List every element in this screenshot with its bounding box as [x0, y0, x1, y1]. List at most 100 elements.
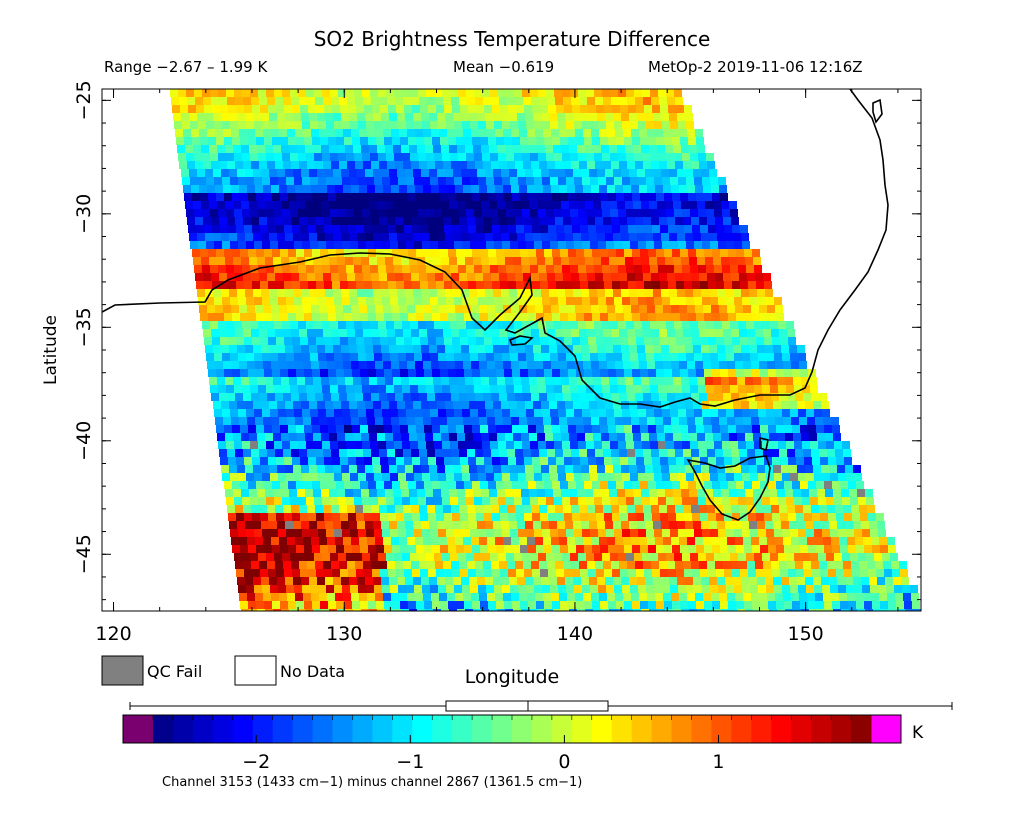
- swath-pixel: [630, 529, 638, 537]
- swath-pixel: [484, 569, 492, 577]
- swath-pixel: [407, 537, 415, 545]
- swath-pixel: [336, 425, 344, 433]
- swath-pixel: [493, 401, 501, 409]
- swath-pixel: [336, 481, 344, 489]
- swath-pixel: [224, 481, 232, 489]
- swath-pixel: [519, 361, 527, 369]
- swath-pixel: [710, 297, 718, 305]
- swath-pixel: [496, 601, 504, 609]
- swath-pixel: [257, 257, 265, 265]
- swath-pixel: [538, 89, 546, 97]
- swath-pixel: [310, 473, 318, 481]
- swath-pixel: [853, 521, 861, 529]
- swath-pixel: [402, 553, 410, 561]
- swath-pixel: [303, 361, 311, 369]
- swath-pixel: [472, 137, 480, 145]
- swath-pixel: [266, 497, 274, 505]
- swath-pixel: [786, 441, 794, 449]
- swath-pixel: [266, 89, 274, 97]
- swath-pixel: [364, 569, 372, 577]
- swath-pixel: [371, 217, 379, 225]
- swath-pixel: [418, 209, 426, 217]
- swath-pixel: [682, 385, 690, 393]
- swath-pixel: [416, 249, 424, 257]
- swath-pixel: [781, 521, 789, 529]
- swath-pixel: [348, 513, 356, 521]
- swath-pixel: [702, 241, 710, 249]
- swath-pixel: [597, 577, 605, 585]
- swath-pixel: [743, 361, 751, 369]
- swath-pixel: [517, 401, 525, 409]
- swath-pixel: [489, 377, 497, 385]
- swath-pixel: [658, 265, 666, 273]
- swath-pixel: [708, 225, 716, 233]
- swath-pixel: [644, 569, 652, 577]
- swath-pixel: [502, 585, 510, 593]
- swath-pixel: [570, 265, 578, 273]
- swath-pixel: [748, 513, 756, 521]
- swath-pixel: [686, 353, 694, 361]
- swath-pixel: [296, 369, 304, 377]
- swath-pixel: [213, 345, 221, 353]
- swath-pixel: [591, 305, 599, 313]
- swath-pixel: [268, 281, 276, 289]
- swath-pixel: [235, 561, 243, 569]
- swath-pixel: [304, 193, 312, 201]
- swath-pixel: [404, 337, 412, 345]
- swath-pixel: [337, 145, 345, 153]
- swath-pixel: [304, 313, 312, 321]
- swath-pixel: [371, 329, 379, 337]
- swath-pixel: [674, 265, 682, 273]
- swath-pixel: [748, 569, 756, 577]
- swath-pixel: [270, 121, 278, 129]
- swath-pixel: [568, 137, 576, 145]
- swath-pixel: [252, 281, 260, 289]
- swath-pixel: [471, 185, 479, 193]
- swath-pixel: [506, 553, 514, 561]
- swath-pixel: [290, 265, 298, 273]
- swath-pixel: [427, 505, 435, 513]
- swath-pixel: [191, 129, 199, 137]
- swath-pixel: [435, 561, 443, 569]
- swath-pixel: [445, 233, 453, 241]
- swath-pixel: [223, 361, 231, 369]
- swath-pixel: [679, 417, 687, 425]
- swath-pixel: [482, 385, 490, 393]
- swath-pixel: [432, 601, 440, 609]
- swath-pixel: [539, 329, 547, 337]
- swath-pixel: [819, 561, 827, 569]
- swath-pixel: [525, 169, 533, 177]
- swath-pixel: [544, 137, 552, 145]
- swath-pixel: [259, 217, 267, 225]
- swath-pixel: [300, 337, 308, 345]
- swath-pixel: [386, 209, 394, 217]
- swath-pixel: [734, 241, 742, 249]
- swath-pixel: [649, 201, 657, 209]
- swath-pixel: [480, 425, 488, 433]
- swath-pixel: [366, 241, 374, 249]
- swath-pixel: [563, 97, 571, 105]
- swath-pixel: [550, 529, 558, 537]
- swath-pixel: [817, 609, 825, 611]
- swath-pixel: [865, 489, 873, 497]
- swath-pixel: [768, 481, 776, 489]
- swath-pixel: [459, 97, 467, 105]
- swath-pixel: [647, 537, 655, 545]
- swath-pixel: [619, 561, 627, 569]
- swath-pixel: [368, 481, 376, 489]
- swath-pixel: [705, 489, 713, 497]
- swath-pixel: [225, 201, 233, 209]
- swath-pixel: [576, 601, 584, 609]
- swath-pixel: [843, 449, 851, 457]
- swath-pixel: [314, 153, 322, 161]
- swath-pixel: [188, 105, 196, 113]
- swath-pixel: [365, 345, 373, 353]
- swath-pixel: [559, 593, 567, 601]
- swath-pixel: [513, 201, 521, 209]
- swath-pixel: [804, 457, 812, 465]
- swath-pixel: [490, 153, 498, 161]
- swath-pixel: [528, 249, 536, 257]
- swath-pixel: [318, 297, 326, 305]
- swath-pixel: [404, 513, 412, 521]
- swath-pixel: [807, 417, 815, 425]
